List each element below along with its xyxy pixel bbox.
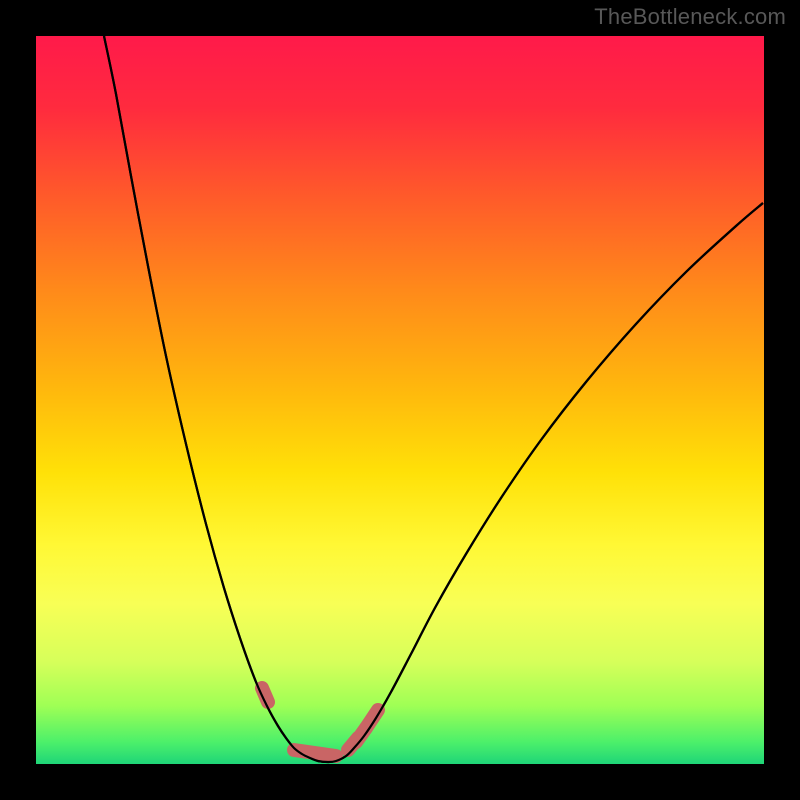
main-curve bbox=[104, 36, 763, 762]
bottleneck-curve-chart bbox=[0, 0, 800, 800]
main-curve bbox=[104, 36, 763, 762]
watermark-text: TheBottleneck.com bbox=[594, 4, 786, 30]
